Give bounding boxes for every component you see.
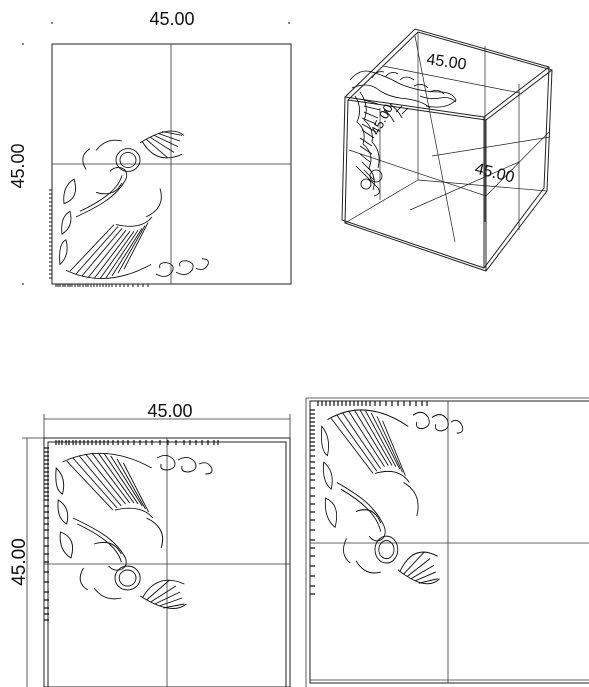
- dimension-3d-label-vertical: 45.00: [367, 102, 396, 138]
- edge-hatch-top: [317, 401, 428, 406]
- dimension-top-label: 45.00: [149, 9, 194, 29]
- ornament-drawing: [320, 409, 464, 585]
- dimension-left-label: 45.00: [8, 143, 28, 188]
- dimension-top-label: 45.00: [147, 401, 192, 421]
- dimension-left-label: 45.00: [9, 538, 30, 586]
- dimension-3d-label-top: 45.00: [425, 51, 467, 73]
- ornament-drawing: [59, 130, 209, 280]
- dimension-3d-label-side: 45.00: [473, 160, 516, 186]
- view-3d-box: 45.00 45.00 45.00: [341, 28, 553, 272]
- view-bottom-right: [305, 397, 589, 687]
- edge-hatch-left: [44, 447, 49, 621]
- view-bottom-left: 45.00 45.00: [9, 401, 291, 687]
- view-top-left: 45.00 45.00: [8, 9, 292, 287]
- ornament-drawing: [55, 452, 213, 610]
- edge-hatch-left: [49, 189, 52, 279]
- ornament-3d: [349, 70, 457, 197]
- view-frame: [309, 400, 589, 684]
- edge-hatch-bottom: [55, 284, 149, 287]
- corner-ticks: [22, 22, 290, 285]
- edge-hatch-left: [310, 409, 315, 595]
- edge-hatch-top: [55, 440, 219, 445]
